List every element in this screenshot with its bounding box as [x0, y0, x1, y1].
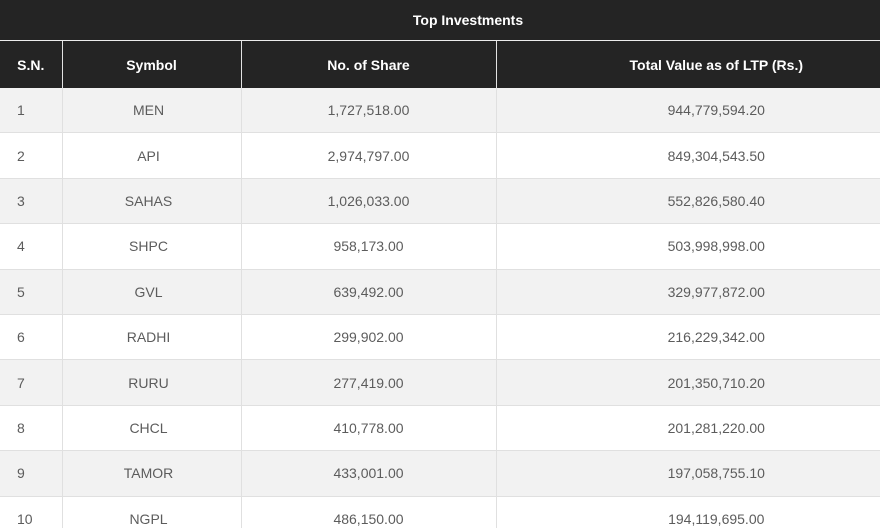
cell-sn: 8 — [0, 404, 62, 451]
table-row: 2 API 2,974,797.00 849,304,543.50 — [0, 132, 880, 179]
cell-value: 194,119,695.00 — [495, 495, 880, 528]
cell-value: 552,826,580.40 — [495, 177, 880, 224]
cell-value: 849,304,543.50 — [495, 132, 880, 179]
table-row: 1 MEN 1,727,518.00 944,779,594.20 — [0, 88, 880, 133]
cell-value: 944,779,594.20 — [495, 88, 880, 133]
cell-shares: 639,492.00 — [240, 268, 496, 315]
cell-shares: 1,026,033.00 — [240, 177, 496, 224]
cell-symbol: RADHI — [61, 313, 241, 360]
col-header-sn: S.N. — [0, 40, 62, 88]
table-header-row: S.N. Symbol No. of Share Total Value as … — [0, 40, 880, 88]
cell-sn: 5 — [0, 268, 62, 315]
cell-symbol: SHPC — [61, 223, 241, 270]
table-body: 1 MEN 1,727,518.00 944,779,594.20 2 API 2,974,… — [0, 88, 880, 528]
cell-shares: 2,974,797.00 — [240, 132, 496, 179]
cell-symbol: RURU — [61, 359, 241, 406]
cell-shares: 433,001.00 — [240, 450, 496, 497]
cell-value: 329,977,872.00 — [495, 268, 880, 315]
table-title: Top Investments — [0, 0, 880, 41]
table-row: 10 NGPL 486,150.00 194,119,695.00 — [0, 495, 880, 528]
cell-shares: 299,902.00 — [240, 313, 496, 360]
cell-sn: 4 — [0, 223, 62, 270]
cell-symbol: API — [61, 132, 241, 179]
cell-symbol: MEN — [61, 88, 241, 133]
cell-sn: 9 — [0, 450, 62, 497]
cell-sn: 2 — [0, 132, 62, 179]
table-title-bar: Top Investments — [0, 0, 880, 41]
cell-value: 216,229,342.00 — [495, 313, 880, 360]
table-row: 6 RADHI 299,902.00 216,229,342.00 — [0, 313, 880, 360]
table-row: 7 RURU 277,419.00 201,350,710.20 — [0, 359, 880, 406]
cell-symbol: NGPL — [61, 495, 241, 528]
cell-value: 197,058,755.10 — [495, 450, 880, 497]
cell-sn: 3 — [0, 177, 62, 224]
cell-symbol: CHCL — [61, 404, 241, 451]
cell-value: 201,281,220.00 — [495, 404, 880, 451]
cell-shares: 958,173.00 — [240, 223, 496, 270]
cell-shares: 410,778.00 — [240, 404, 496, 451]
table-row: 9 TAMOR 433,001.00 197,058,755.10 — [0, 450, 880, 497]
table-row: 8 CHCL 410,778.00 201,281,220.00 — [0, 404, 880, 451]
cell-sn: 10 — [0, 495, 62, 528]
cell-shares: 277,419.00 — [240, 359, 496, 406]
cell-shares: 486,150.00 — [240, 495, 496, 528]
cell-sn: 1 — [17, 102, 25, 119]
col-header-symbol: Symbol — [61, 40, 241, 88]
table-row: 4 SHPC 958,173.00 503,998,998.00 — [0, 223, 880, 270]
cell-shares: 1,727,518.00 — [240, 88, 496, 133]
col-header-total-value: Total Value as of LTP (Rs.) — [495, 40, 880, 88]
cell-symbol: TAMOR — [61, 450, 241, 497]
table-row: 3 SAHAS 1,026,033.00 552,826,580.40 — [0, 177, 880, 224]
cell-value: 201,350,710.20 — [495, 359, 880, 406]
cell-sn: 6 — [0, 313, 62, 360]
cell-value: 503,998,998.00 — [495, 223, 880, 270]
cell-symbol: GVL — [61, 268, 241, 315]
col-header-shares: No. of Share — [240, 40, 496, 88]
cell-symbol: SAHAS — [61, 177, 241, 224]
table-row: 5 GVL 639,492.00 329,977,872.00 — [0, 268, 880, 315]
cell-sn: 7 — [0, 359, 62, 406]
